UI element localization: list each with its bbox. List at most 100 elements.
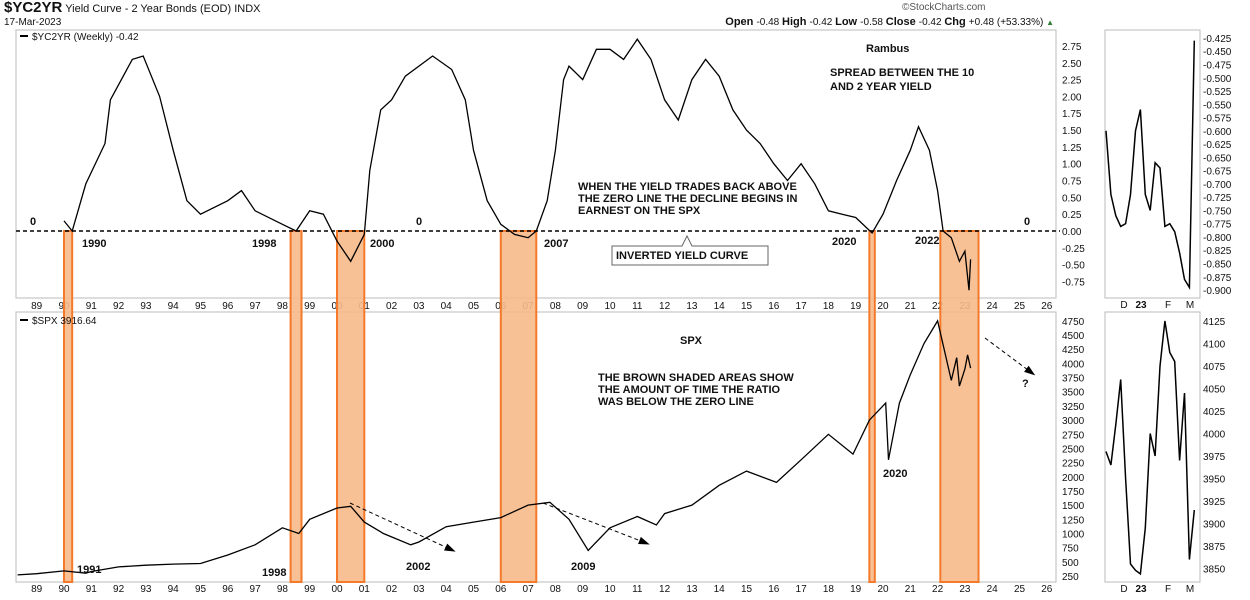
x-tick-label: 22 xyxy=(932,584,944,595)
y-tick-label: 1.25 xyxy=(1062,143,1082,154)
annotation: 1991 xyxy=(77,564,101,576)
detail-y-tick-label: -0.675 xyxy=(1203,167,1232,178)
detail-y-tick-label: 4050 xyxy=(1203,385,1226,396)
detail-y-tick-label: -0.525 xyxy=(1203,87,1232,98)
x-tick-label: 93 xyxy=(140,584,152,595)
x-tick-label: 25 xyxy=(1014,584,1026,595)
detail-y-tick-label: -0.700 xyxy=(1203,180,1232,191)
y-tick-label: 750 xyxy=(1062,544,1079,555)
detail-y-tick-label: 4100 xyxy=(1203,340,1226,351)
arrowhead-icon xyxy=(1024,365,1036,376)
arrowhead-icon xyxy=(444,543,456,552)
chart-title: $YC2YR Yield Curve - 2 Year Bonds (EOD) … xyxy=(4,0,260,17)
x-tick-label: 11 xyxy=(632,301,643,312)
detail-panel-frame xyxy=(1104,29,1201,299)
annotation: 0 xyxy=(1024,216,1030,228)
y-tick-label: 0.50 xyxy=(1062,193,1082,204)
y-tick-label: 2500 xyxy=(1062,444,1085,455)
annotation: 2000 xyxy=(370,238,394,250)
detail-line xyxy=(1105,40,1196,290)
x-tick-label: 00 xyxy=(331,584,343,595)
y-tick-label: 3500 xyxy=(1062,388,1085,399)
y-tick-label: 3750 xyxy=(1062,374,1085,385)
detail-y-tick-label: 3875 xyxy=(1203,542,1226,553)
x-tick-label: 91 xyxy=(86,301,98,312)
x-tick-label: 97 xyxy=(250,584,262,595)
detail-y-tick-label: -0.725 xyxy=(1203,193,1232,204)
ohlc-value: -0.48 xyxy=(756,17,783,28)
x-tick-label: 06 xyxy=(495,584,507,595)
detail-y-tick-label: -0.550 xyxy=(1203,100,1232,111)
x-tick-label: 96 xyxy=(222,301,234,312)
detail-y-tick-label: 4125 xyxy=(1203,317,1226,328)
detail-y-tick-label: -0.575 xyxy=(1203,114,1232,125)
annotation: THE BROWN SHADED AREAS SHOW xyxy=(598,372,794,384)
yield-curve-line xyxy=(63,38,972,291)
ohlc-key: Open xyxy=(725,16,757,28)
x-tick-label: 03 xyxy=(413,301,425,312)
detail-y-tick-label: 4075 xyxy=(1203,362,1226,373)
x-tick-label: 89 xyxy=(31,584,43,595)
x-tick-label: 99 xyxy=(304,584,316,595)
x-tick-label: 07 xyxy=(523,584,535,595)
exchange: INDX xyxy=(234,3,261,15)
inversion-shade xyxy=(499,230,538,583)
annotation: WAS BELOW THE ZERO LINE xyxy=(598,396,754,408)
y-tick-label: -0.50 xyxy=(1062,261,1085,272)
y-tick-label: 2.75 xyxy=(1062,42,1082,53)
y-tick-label: 2.25 xyxy=(1062,76,1082,87)
detail-y-tick-label: -0.850 xyxy=(1203,260,1232,271)
detail-x-tick-label: M xyxy=(1186,584,1194,595)
detail-y-tick-label: 3925 xyxy=(1203,497,1226,508)
x-tick-label: 24 xyxy=(987,301,999,312)
legend-spx: $SPX 3916.64 xyxy=(32,316,97,327)
detail-y-tick-label: -0.750 xyxy=(1203,206,1232,217)
x-tick-label: 17 xyxy=(796,584,808,595)
x-tick-label: 08 xyxy=(550,584,562,595)
annotation: AND 2 YEAR YIELD xyxy=(830,81,932,93)
inversion-shade xyxy=(63,230,74,583)
x-tick-label: 02 xyxy=(386,584,398,595)
x-tick-label: 01 xyxy=(359,584,371,595)
x-tick-label: 98 xyxy=(277,301,289,312)
legend-yield: $YC2YR (Weekly) -0.42 xyxy=(32,32,139,43)
x-tick-label: 94 xyxy=(168,584,180,595)
detail-x-tick-label: M xyxy=(1186,300,1194,311)
detail-y-tick-label: -0.775 xyxy=(1203,220,1232,231)
y-tick-label: -0.75 xyxy=(1062,277,1085,288)
ohlc-key: High xyxy=(782,16,810,28)
x-tick-label: 05 xyxy=(468,301,480,312)
x-tick-label: 20 xyxy=(877,584,889,595)
annotation: SPREAD BETWEEN THE 10 xyxy=(830,67,974,79)
trend-arrow-line xyxy=(542,502,647,544)
detail-y-tick-label: -0.825 xyxy=(1203,246,1232,257)
annotation: 0 xyxy=(416,216,422,228)
symbol: $YC2YR xyxy=(4,0,63,16)
x-tick-label: 18 xyxy=(823,301,835,312)
x-tick-label: 21 xyxy=(905,301,917,312)
y-tick-label: 4000 xyxy=(1062,359,1085,370)
detail-y-tick-label: -0.450 xyxy=(1203,47,1232,58)
detail-y-tick-label: -0.900 xyxy=(1203,286,1232,297)
inversion-shade xyxy=(868,230,876,583)
x-tick-label: 93 xyxy=(140,301,152,312)
y-tick-label: 1500 xyxy=(1062,501,1085,512)
change-up-icon: ▲ xyxy=(1046,18,1054,27)
x-tick-label: 22 xyxy=(932,301,944,312)
x-tick-label: 16 xyxy=(768,301,780,312)
x-tick-label: 15 xyxy=(741,301,753,312)
x-tick-label: 05 xyxy=(468,584,480,595)
x-tick-label: 13 xyxy=(686,301,698,312)
x-tick-label: 98 xyxy=(277,584,289,595)
detail-x-tick-label: 23 xyxy=(1135,300,1147,311)
x-tick-label: 16 xyxy=(768,584,780,595)
inversion-shade xyxy=(289,230,303,583)
annotation: 2022 xyxy=(915,235,939,247)
ohlc-key: Close xyxy=(885,16,919,28)
detail-y-tick-label: -0.800 xyxy=(1203,233,1232,244)
x-tick-label: 09 xyxy=(577,584,589,595)
x-tick-label: 09 xyxy=(577,301,589,312)
x-tick-label: 24 xyxy=(987,584,999,595)
chart-date: 17-Mar-2023 xyxy=(4,17,62,28)
